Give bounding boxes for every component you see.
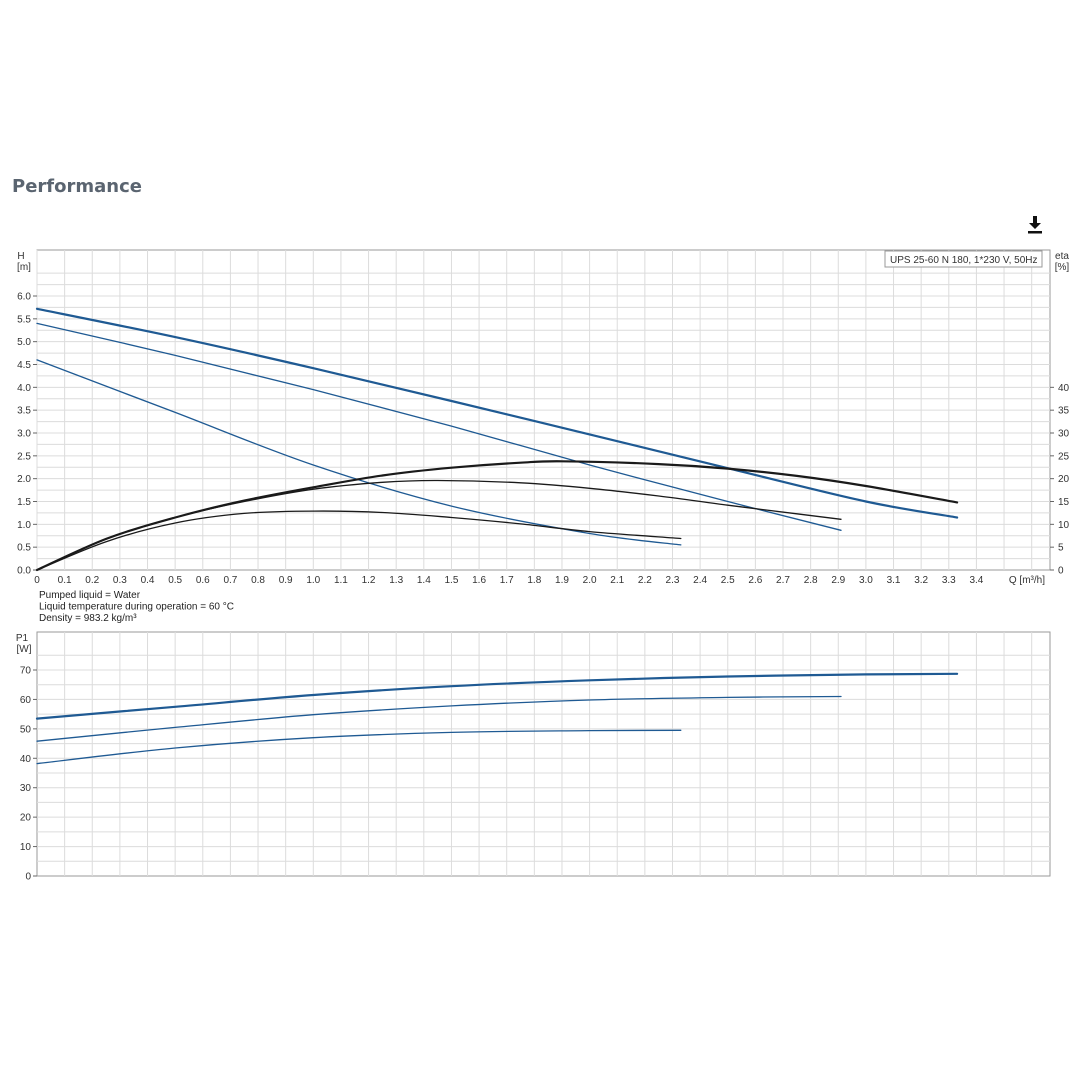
x-tick-label: 2.3 [666,575,680,586]
power-y-tick-label: 10 [20,842,32,853]
x-tick-label: 2.6 [748,575,762,586]
eta-curve-3 [36,510,682,571]
power-plot-frame [36,631,1051,877]
x-tick-label: 0.5 [168,575,182,586]
x-tick-label: 0.8 [251,575,265,586]
x-tick-label: 0.6 [196,575,210,586]
head-curve-2 [36,322,842,531]
x-tick-label: 1.2 [362,575,376,586]
x-tick-label: 0.2 [85,575,99,586]
liquid-note: Density = 983.2 kg/m³ [39,613,137,624]
x-tick-label: 2.1 [610,575,624,586]
x-tick-label: 2.5 [721,575,735,586]
head-y-tick-label: 0.0 [17,566,31,577]
x-tick-label: 3.0 [859,575,873,586]
x-tick-label: 1.3 [389,575,403,586]
x-tick-label: 2.9 [831,575,845,586]
liquid-note: Liquid temperature during operation = 60… [39,602,234,613]
liquid-note: Pumped liquid = Water [39,590,141,601]
head-y-tick-label: 4.0 [17,383,31,394]
x-tick-label: 0.9 [279,575,293,586]
eta-axis-unit: [%] [1055,262,1070,273]
x-tick-label: 2.4 [693,575,707,586]
x-tick-label: 0.1 [58,575,72,586]
head-axis-unit: [m] [17,262,31,273]
head-y-tick-label: 1.5 [17,497,31,508]
power-y-tick-label: 40 [20,754,32,765]
eta-y-tick-label: 10 [1058,520,1070,531]
power-y-tick-label: 0 [25,872,31,883]
eta-y-tick-label: 25 [1058,451,1070,462]
power-y-tick-label: 70 [20,666,32,677]
x-tick-label: 3.3 [942,575,956,586]
power-y-tick-label: 50 [20,724,32,735]
head-y-tick-label: 2.0 [17,474,31,485]
x-tick-label: 1.0 [306,575,320,586]
power-curve-3 [36,729,682,765]
power-curve-1 [35,672,959,720]
head-y-tick-label: 3.5 [17,406,31,417]
page-title: Performance [12,176,142,197]
x-tick-label: 3.4 [969,575,983,586]
x-tick-label: 2.0 [583,575,597,586]
head-y-tick-label: 2.5 [17,451,31,462]
head-axis-label: H [17,251,24,262]
x-tick-label: 0 [34,575,40,586]
head-y-tick-label: 1.0 [17,520,31,531]
x-tick-label: 1.5 [444,575,458,586]
eta-curve-2 [36,479,842,571]
x-tick-label: 1.6 [472,575,486,586]
x-tick-label: 3.2 [914,575,928,586]
x-axis-label: Q [m³/h] [1009,575,1045,586]
power-y-tick-label: 60 [20,695,32,706]
eta-y-tick-label: 15 [1058,497,1070,508]
eta-y-tick-label: 30 [1058,429,1070,440]
head-y-tick-label: 4.5 [17,360,31,371]
eta-y-tick-label: 35 [1058,406,1070,417]
x-tick-label: 1.4 [417,575,431,586]
eta-y-tick-label: 20 [1058,474,1070,485]
x-tick-label: 2.7 [776,575,790,586]
eta-y-tick-label: 40 [1058,383,1070,394]
head-y-tick-label: 5.5 [17,314,31,325]
power-curve-2 [36,695,842,742]
eta-y-tick-label: 5 [1058,543,1064,554]
download-button[interactable] [1024,214,1046,236]
power-axis-label: P1 [16,633,29,644]
eta-y-tick-label: 0 [1058,566,1064,577]
x-tick-label: 0.3 [113,575,127,586]
legend-label: UPS 25-60 N 180, 1*230 V, 50Hz [890,255,1038,266]
power-y-tick-label: 30 [20,783,32,794]
download-icon [1028,216,1042,234]
x-tick-label: 2.8 [804,575,818,586]
head-curve-3 [36,359,682,546]
power-y-tick-label: 20 [20,813,32,824]
head-y-tick-label: 5.0 [17,337,31,348]
eta-axis-label: eta [1055,251,1069,262]
power-axis-unit: [W] [17,644,32,655]
x-tick-label: 0.7 [223,575,237,586]
head-curve-1 [35,307,959,519]
x-tick-label: 2.2 [638,575,652,586]
x-tick-label: 1.9 [555,575,569,586]
x-tick-label: 1.7 [500,575,514,586]
x-tick-label: 0.4 [141,575,155,586]
legend-box [884,250,1043,268]
x-tick-label: 1.8 [527,575,541,586]
x-tick-label: 3.1 [887,575,901,586]
x-tick-label: 1.1 [334,575,348,586]
head-y-tick-label: 3.0 [17,429,31,440]
head-y-tick-label: 0.5 [17,543,31,554]
head-y-tick-label: 6.0 [17,292,31,303]
